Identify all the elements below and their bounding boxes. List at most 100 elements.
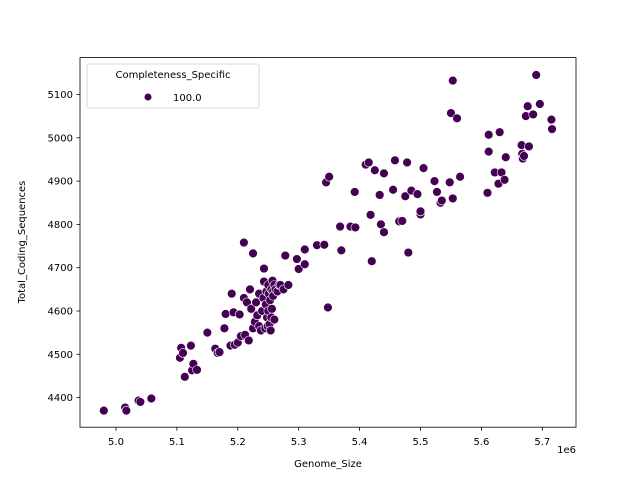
data-point xyxy=(412,189,423,199)
legend: Completeness_Specific 100.0 xyxy=(86,63,260,109)
data-point xyxy=(234,309,245,320)
x-tick-label: 5.3 xyxy=(291,437,307,448)
data-point xyxy=(388,185,398,195)
data-point xyxy=(280,250,291,261)
data-point xyxy=(267,304,277,314)
data-point xyxy=(429,176,440,186)
data-point xyxy=(99,405,109,416)
x-tick-label: 5.0 xyxy=(108,437,124,448)
y-tick-label: 4600 xyxy=(48,307,73,318)
data-point xyxy=(402,157,412,168)
data-point xyxy=(519,151,529,161)
data-point xyxy=(178,348,188,358)
y-tick-label: 4400 xyxy=(48,393,73,404)
data-point xyxy=(300,259,310,269)
data-point xyxy=(452,113,462,124)
plot-frame xyxy=(79,57,577,428)
data-point xyxy=(192,365,202,375)
data-point xyxy=(350,222,361,233)
data-point xyxy=(524,141,534,152)
data-point xyxy=(364,157,374,168)
data-point xyxy=(220,309,231,319)
data-point xyxy=(403,247,414,258)
y-tick-label: 4800 xyxy=(48,220,73,231)
x-tick-label: 5.7 xyxy=(534,437,550,448)
data-point xyxy=(376,219,386,230)
data-point xyxy=(202,327,213,338)
data-point xyxy=(484,146,494,157)
data-point xyxy=(432,187,442,197)
y-tick-label: 5000 xyxy=(48,133,73,144)
data-point xyxy=(135,397,146,407)
data-point xyxy=(547,124,557,134)
data-point xyxy=(239,237,249,248)
data-point xyxy=(227,288,237,299)
data-point xyxy=(336,245,347,256)
data-point xyxy=(418,163,429,173)
data-point xyxy=(251,297,261,308)
y-tick-label: 4900 xyxy=(48,177,73,188)
data-point xyxy=(484,130,494,140)
data-point xyxy=(448,193,458,204)
data-point xyxy=(448,75,458,86)
data-point xyxy=(350,187,360,197)
data-point xyxy=(323,302,333,313)
data-point xyxy=(535,99,545,109)
data-point xyxy=(374,190,385,200)
data-point xyxy=(186,340,196,351)
legend-title: Completeness_Specific xyxy=(115,70,230,81)
y-axis-ticks: 4400 4500 4600 4700 4800 4900 5000 5100 xyxy=(48,90,80,404)
data-point xyxy=(214,347,225,357)
data-point xyxy=(446,108,456,118)
y-tick-label: 4700 xyxy=(48,263,73,274)
data-point xyxy=(445,177,455,188)
data-point xyxy=(501,152,511,162)
x-tick-label: 5.6 xyxy=(473,437,489,448)
y-axis-label: Total_Coding_Sequences xyxy=(17,181,28,305)
data-point xyxy=(121,405,132,416)
data-point xyxy=(335,221,345,232)
data-point xyxy=(370,165,380,175)
data-point xyxy=(269,314,280,325)
data-point xyxy=(499,175,510,185)
data-point xyxy=(400,191,410,201)
data-point xyxy=(390,155,400,166)
legend-box xyxy=(86,63,260,109)
data-point xyxy=(219,323,230,334)
data-point xyxy=(248,248,258,259)
data-point xyxy=(292,254,302,264)
data-points xyxy=(99,70,557,416)
data-point xyxy=(546,114,557,125)
y-tick-label: 4500 xyxy=(48,350,73,361)
data-point xyxy=(379,168,389,179)
data-point xyxy=(319,240,329,250)
data-point xyxy=(245,284,255,295)
x-tick-label: 5.4 xyxy=(352,437,368,448)
y-tick-label: 5100 xyxy=(48,90,73,101)
data-point xyxy=(415,206,426,217)
data-point xyxy=(365,210,376,220)
x-axis-label: Genome_Size xyxy=(294,459,362,470)
data-point xyxy=(531,70,541,80)
data-point xyxy=(379,227,389,237)
data-point xyxy=(482,188,493,198)
x-tick-label: 5.5 xyxy=(413,437,429,448)
data-point xyxy=(494,127,505,137)
data-point xyxy=(367,256,377,266)
legend-marker-icon xyxy=(144,93,152,101)
data-point xyxy=(265,325,276,336)
data-point xyxy=(522,101,533,111)
data-point xyxy=(455,172,465,182)
data-point xyxy=(397,216,407,226)
data-point xyxy=(259,263,269,274)
data-point xyxy=(146,393,157,404)
data-point xyxy=(324,172,334,182)
data-point xyxy=(180,372,190,382)
data-point xyxy=(246,304,256,314)
legend-entry-label: 100.0 xyxy=(173,93,202,104)
x-tick-label: 5.2 xyxy=(230,437,246,448)
x-axis-ticks: 5.0 5.1 5.2 5.3 5.4 5.5 5.6 5.7 xyxy=(108,427,550,448)
data-point xyxy=(242,297,252,308)
data-point xyxy=(528,109,538,120)
